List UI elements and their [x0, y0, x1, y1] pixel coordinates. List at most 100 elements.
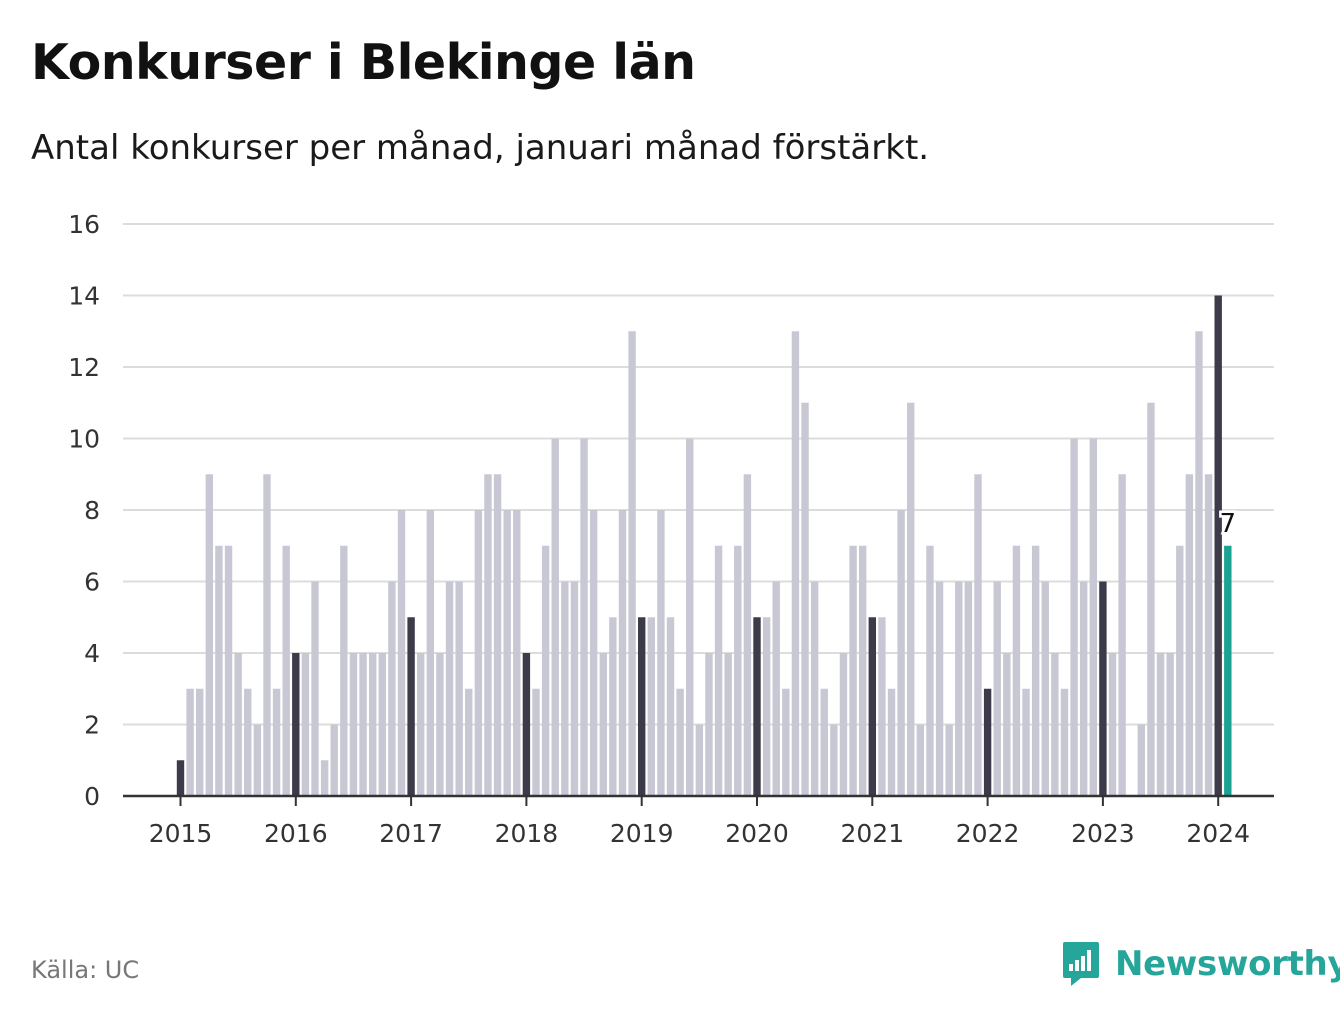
bar [1060, 688, 1069, 796]
bar [186, 688, 194, 796]
bar [561, 581, 569, 796]
x-tick-label: 2020 [725, 819, 789, 848]
bar [1041, 581, 1049, 796]
bar-january [868, 617, 876, 796]
bar [772, 581, 780, 796]
bar [974, 474, 982, 796]
y-tick-label: 6 [84, 568, 100, 597]
bar [234, 653, 242, 796]
bar [417, 653, 425, 796]
bar [858, 545, 867, 796]
bar [388, 581, 396, 796]
bar [791, 331, 800, 796]
bar [484, 474, 492, 796]
x-tick-label: 2016 [264, 819, 328, 848]
bar [1204, 474, 1213, 796]
bar [964, 581, 973, 796]
grid-lines [123, 223, 1274, 726]
y-tick-label: 0 [84, 782, 100, 811]
bar [589, 510, 598, 796]
bar [503, 510, 511, 796]
bars [176, 295, 1232, 796]
bar [1051, 653, 1059, 796]
y-tick-label: 12 [68, 353, 100, 382]
bar [244, 688, 252, 796]
bar [215, 545, 223, 796]
bar [1195, 331, 1203, 796]
y-tick-label: 16 [68, 210, 100, 239]
bar [1137, 724, 1146, 796]
bar [1176, 545, 1184, 796]
bar [397, 510, 406, 796]
bar [474, 510, 483, 796]
bar [820, 688, 828, 796]
bar-january [983, 688, 992, 796]
brand[interactable]: Newsworthy [1061, 940, 1340, 988]
bar [705, 653, 713, 796]
bar [647, 617, 656, 796]
bar-january [1214, 295, 1222, 796]
x-tick-label: 2022 [956, 819, 1020, 848]
bar-latest [1224, 545, 1232, 796]
bar [887, 688, 896, 796]
bar [196, 688, 204, 796]
x-axis: 2015 2016 2017 2018 2019 2020 2021 2022 2023 2024 [123, 794, 1274, 848]
x-tick-label: 2015 [149, 819, 213, 848]
bar [666, 617, 675, 796]
bar [426, 510, 435, 796]
bar [359, 653, 367, 796]
y-tick-label: 14 [68, 282, 100, 311]
bar [695, 724, 704, 796]
bar [657, 510, 665, 796]
bar [714, 545, 723, 796]
latest-value-label: 7 [1220, 509, 1237, 539]
bar [340, 545, 348, 796]
bar [224, 545, 233, 796]
bar [436, 653, 444, 796]
bar [993, 581, 1001, 796]
y-tick-label: 2 [84, 711, 100, 740]
bar [618, 510, 627, 796]
bar [282, 545, 290, 796]
bar [320, 760, 329, 796]
bar [378, 653, 386, 796]
bar [445, 581, 454, 796]
brand-name: Newsworthy [1115, 944, 1340, 984]
bar [686, 438, 694, 796]
bar [916, 724, 925, 796]
bar [311, 581, 319, 796]
bar [676, 688, 684, 796]
bar [743, 474, 752, 796]
bar [724, 653, 732, 796]
x-tick-label: 2024 [1186, 819, 1250, 848]
bar [541, 545, 550, 796]
bar [782, 688, 790, 796]
bar [551, 438, 559, 796]
bar [907, 402, 915, 796]
bar [599, 653, 607, 796]
bar [1079, 581, 1088, 796]
bar [1012, 545, 1021, 796]
source-note: Källa: UC [31, 956, 140, 984]
bar [1118, 474, 1126, 796]
bar [1022, 688, 1030, 796]
bar [897, 510, 905, 796]
bar [368, 653, 377, 796]
bar [301, 653, 310, 796]
bar [830, 724, 838, 796]
y-axis-ticks: 0 2 4 6 8 10 12 14 16 [68, 210, 100, 811]
bar [1003, 653, 1011, 796]
x-tick-label: 2018 [495, 819, 559, 848]
bar [513, 510, 521, 796]
chart-subtitle: Antal konkurser per månad, januari månad… [31, 128, 930, 168]
bar [935, 581, 944, 796]
bar [878, 617, 886, 796]
value-labels: 7 [1217, 506, 1239, 541]
bar-january [522, 653, 531, 796]
bar [849, 545, 857, 796]
bar-january [1099, 581, 1107, 796]
bar [580, 438, 588, 796]
bar [532, 688, 540, 796]
bar [205, 474, 214, 796]
bar [1070, 438, 1078, 796]
